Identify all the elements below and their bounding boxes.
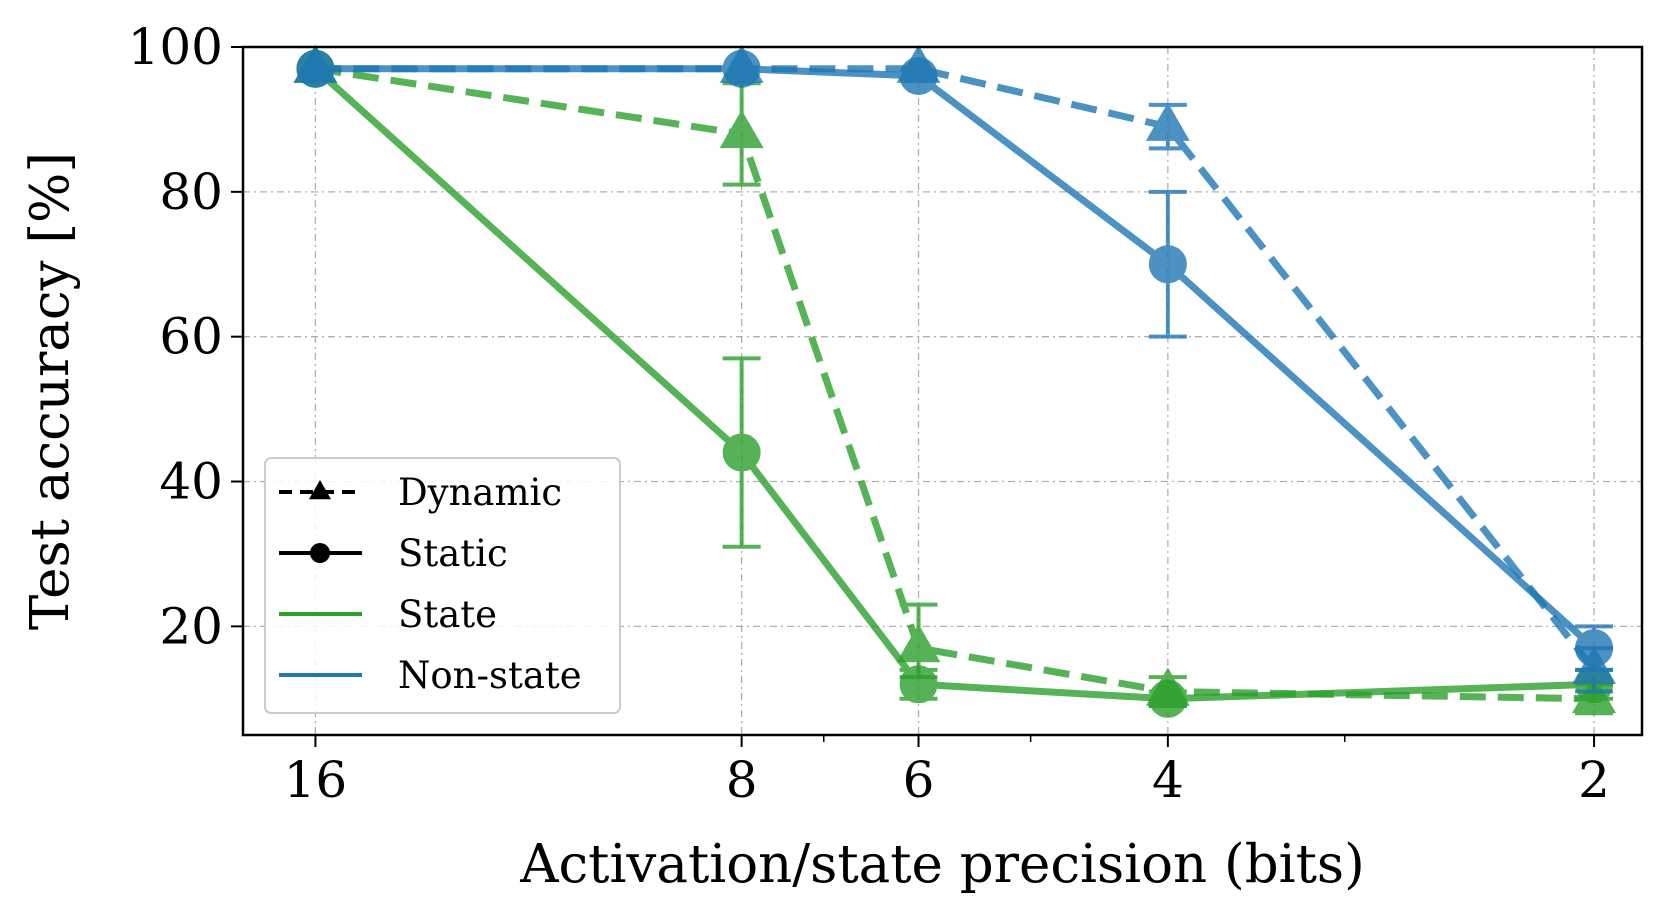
y-tick-label: 40 — [159, 453, 223, 511]
legend-label: State — [398, 593, 497, 636]
y-tick-label: 100 — [128, 18, 223, 76]
x-tick-label: 4 — [1152, 751, 1184, 809]
data-point — [1145, 102, 1190, 141]
legend-entry-dynamic: Dynamic — [279, 471, 562, 514]
x-axis-title: Activation/state precision (bits) — [519, 834, 1365, 895]
data-point — [899, 665, 938, 704]
legend-entry-non-state: Non-state — [279, 654, 582, 697]
series-layer — [293, 44, 1617, 718]
y-tick-label: 20 — [159, 597, 223, 655]
data-point — [296, 49, 335, 88]
x-tick-label: 6 — [903, 751, 935, 809]
data-point — [722, 49, 761, 88]
x-tick-label: 8 — [726, 751, 758, 809]
data-point — [1575, 629, 1614, 668]
legend-entry-static: Static — [279, 532, 508, 575]
x-axis-ticks: 16 8 6 4 2 — [284, 735, 1610, 809]
y-tick-label: 60 — [159, 308, 223, 366]
legend-label: Non-state — [398, 654, 582, 697]
legend-marker — [308, 480, 332, 500]
data-point — [1148, 245, 1187, 284]
data-point — [719, 109, 764, 149]
series-non-state-static — [296, 49, 1614, 672]
legend-label: Dynamic — [398, 471, 562, 514]
plot-frame — [241, 45, 1644, 737]
data-point — [899, 56, 938, 95]
legend-box — [264, 457, 621, 714]
data-point — [896, 624, 941, 663]
legend-marker — [310, 543, 330, 563]
y-axis-title: Test accuracy [%] — [20, 152, 81, 630]
legend-entry-state: State — [279, 593, 497, 636]
legend-label: Static — [398, 532, 508, 575]
y-axis-ticks: 20 40 60 80 100 — [128, 18, 243, 655]
legend: Dynamic Static State Non-state — [264, 457, 621, 714]
y-tick-label: 80 — [159, 163, 223, 221]
x-tick-label: 16 — [284, 751, 348, 809]
data-point — [1148, 679, 1187, 718]
x-tick-label: 2 — [1578, 751, 1610, 809]
data-point — [722, 433, 761, 472]
